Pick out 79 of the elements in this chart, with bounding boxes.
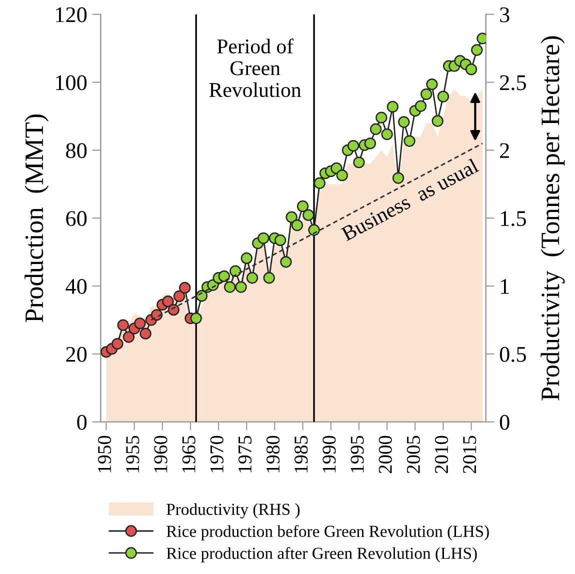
y-tick-label: 80 <box>66 143 87 158</box>
x-tick-label: 1960 <box>154 436 168 472</box>
x-tick-label: 1995 <box>350 436 364 472</box>
x-tick-label: 2000 <box>378 436 392 474</box>
point <box>179 282 191 294</box>
point <box>173 290 186 302</box>
x-tick-label: 1970 <box>210 436 224 472</box>
point <box>348 140 360 152</box>
point <box>280 256 292 268</box>
point <box>168 304 180 316</box>
point <box>230 265 242 277</box>
point <box>134 318 146 330</box>
point <box>471 44 483 56</box>
y2-tick-label: 3 <box>500 7 510 22</box>
y-axis-title: Production (MMT) <box>24 114 49 322</box>
x-tick-label: 1955 <box>126 436 140 472</box>
y2-tick-label: 1 <box>501 279 509 294</box>
x-tick-label: 1990 <box>322 436 336 472</box>
x-tick-label: 2005 <box>406 436 420 474</box>
y-tick-label: 60 <box>66 211 87 226</box>
point <box>246 272 258 284</box>
point <box>224 281 236 293</box>
y2-tick-label: 0.5 <box>500 346 526 362</box>
y2-tick-label: 0 <box>500 414 510 430</box>
point <box>437 90 450 102</box>
point <box>414 100 427 112</box>
point <box>122 331 135 343</box>
point <box>291 219 304 232</box>
legend-label: Rice production after Green Revolution (LHS) <box>166 547 477 562</box>
point <box>376 112 388 124</box>
point <box>286 211 298 223</box>
y-tick-label: 40 <box>66 278 87 294</box>
point <box>398 116 410 128</box>
x-tick-label: 1980 <box>266 436 280 472</box>
point <box>190 312 202 324</box>
point <box>432 115 444 127</box>
x-tick-label: 1975 <box>238 436 252 472</box>
point <box>392 172 404 184</box>
y-tick-label: 20 <box>66 346 87 362</box>
x-tick-label: 1965 <box>182 436 196 472</box>
y2-axis-title: Productivity (Tonnes per Hectare) <box>540 36 565 400</box>
x-tick-label: 1985 <box>294 436 308 472</box>
point <box>364 138 376 150</box>
y2-tick-label: 2 <box>500 143 509 158</box>
point <box>381 128 393 140</box>
point <box>336 169 348 182</box>
y2-tick-label: 2.5 <box>500 75 526 90</box>
point <box>274 234 286 246</box>
legend-label: Productivity (RHS ) <box>166 503 300 518</box>
point <box>426 78 438 90</box>
x-tick-label: 2010 <box>434 436 448 474</box>
x-tick-label: 2015 <box>463 436 476 474</box>
point <box>370 123 382 135</box>
annotation: Period of Green Revolution <box>209 38 302 98</box>
point <box>240 252 252 264</box>
point <box>162 295 174 308</box>
x-tick-label: 1950 <box>98 436 112 472</box>
point <box>353 156 365 168</box>
point <box>302 209 314 221</box>
y-tick-label: 0 <box>77 414 87 430</box>
point <box>196 290 208 302</box>
y-tick-label: 100 <box>56 75 87 90</box>
point <box>117 319 129 331</box>
point <box>296 200 309 212</box>
point <box>140 328 152 340</box>
point <box>263 272 275 284</box>
point <box>308 224 320 236</box>
point <box>420 88 432 100</box>
point <box>235 281 247 293</box>
point <box>465 64 478 76</box>
point <box>314 177 326 189</box>
y2-tick-label: 1.5 <box>501 211 526 226</box>
y-tick-label: 120 <box>56 7 87 22</box>
point <box>404 135 416 147</box>
legend-label: Rice production before Green Revolution (LHS) <box>166 525 489 540</box>
point <box>112 338 124 350</box>
point <box>218 270 230 282</box>
point <box>258 232 270 244</box>
point <box>386 100 398 113</box>
